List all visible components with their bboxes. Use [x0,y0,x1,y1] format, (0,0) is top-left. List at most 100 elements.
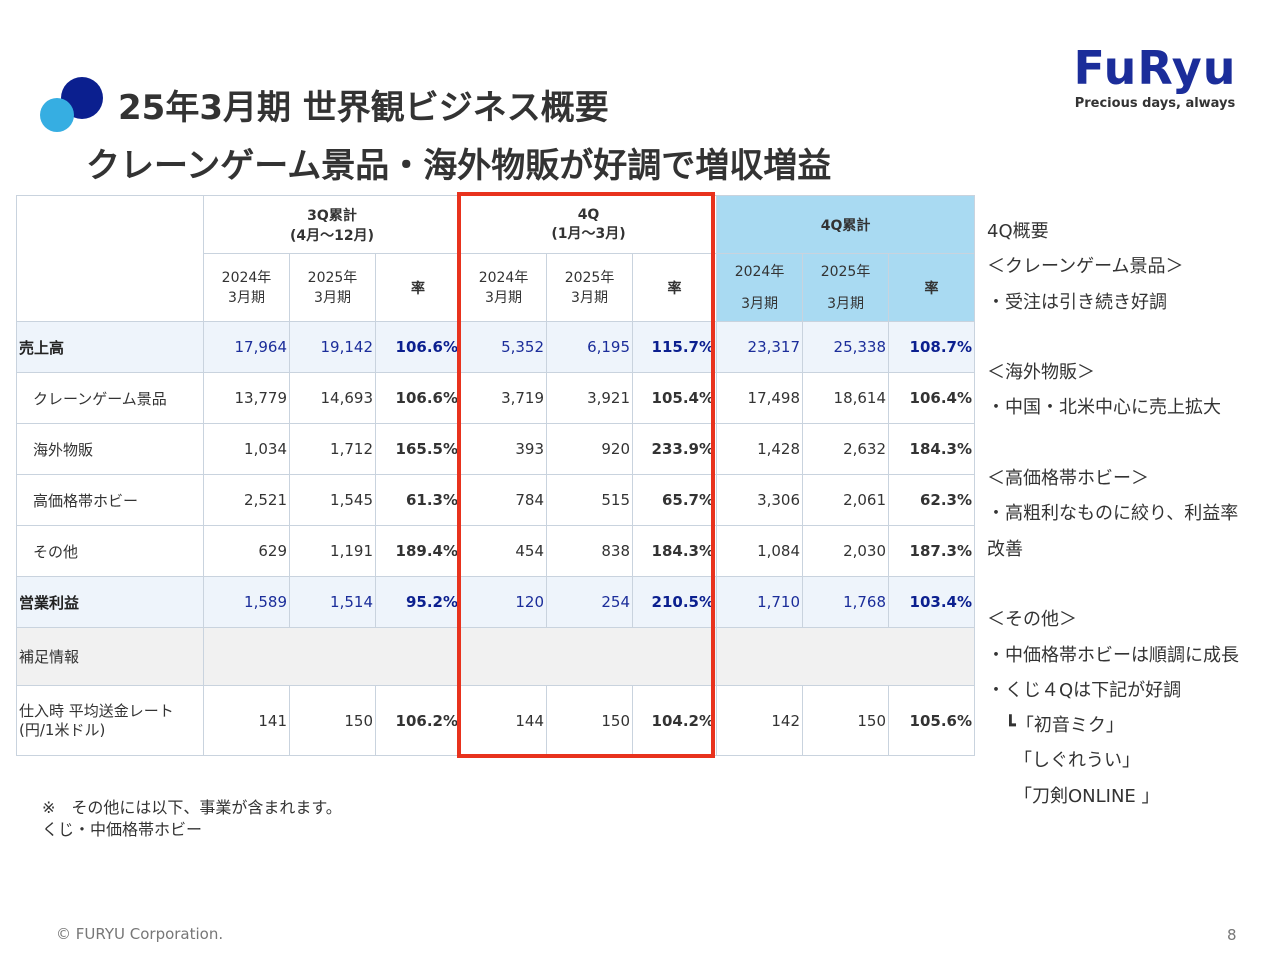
group-sub: (4月〜12月) [289,227,375,244]
cell: 1,712 [289,423,376,475]
cell: 1,545 [289,474,376,526]
cell: 1,768 [802,576,890,628]
side-line: 改善 [987,538,1023,560]
cell: 19,142 [289,321,376,373]
cell: 3,306 [716,474,804,526]
row-label: 売上高 [16,321,204,373]
side-line: ＜クレーンゲーム景品＞ [987,256,1184,278]
table-row: その他 629 1,191 189.4% 454 838 184.3% 1,08… [16,525,976,577]
cell-empty [202,627,462,686]
cell: 1,589 [203,576,290,628]
cell: 2,521 [203,474,290,526]
col-header-2024: 2024年 3月期 [716,253,804,322]
cell: 254 [546,576,634,628]
copyright: © FURYU Corporation. [56,925,224,943]
side-line: ・中国・北米中心に売上拡大 [987,397,1221,419]
cell: 150 [546,685,634,756]
cell: 17,498 [716,372,804,424]
cell: 629 [203,525,290,577]
cell: 1,514 [289,576,376,628]
cell: 1,428 [716,423,804,475]
cell: 454 [460,525,548,577]
footnote-line: くじ・中価格帯ホビー [42,820,203,839]
side-line: ┗「初音ミク」 [987,715,1124,737]
cell: 838 [546,525,634,577]
cell: 120 [460,576,548,628]
page-subtitle: クレーンゲーム景品・海外物販が好調で増収増益 [86,146,832,186]
cell: 141 [203,685,290,756]
cell-rate: 233.9% [632,423,718,475]
col-header-rate: 率 [632,253,718,322]
logo-tagline: Precious days, always [1074,96,1236,111]
side-line: 「刀剣ONLINE 」 [987,785,1160,807]
cell: 1,034 [203,423,290,475]
cell: 1,191 [289,525,376,577]
cell-rate: 210.5% [632,576,718,628]
cell: 150 [289,685,376,756]
cell-rate: 105.4% [632,372,718,424]
side-line [987,426,1239,461]
cell-rate: 62.3% [888,474,976,526]
footnote: ※ その他には以下、事業が含まれます。 くじ・中価格帯ホビー [42,797,342,841]
row-label: 仕入時 平均送金レート (円/1米ドル) [16,685,204,756]
cell-empty [460,627,718,686]
cell: 144 [460,685,548,756]
table-row: 海外物販 1,034 1,712 165.5% 393 920 233.9% 1… [16,423,976,475]
side-heading: 4Q概要 [987,221,1049,242]
cell: 2,061 [802,474,890,526]
cell-rate: 165.5% [374,423,462,475]
cell-rate: 95.2% [374,576,462,628]
side-line: ・受注は引き続き好調 [987,291,1167,313]
cell: 150 [802,685,890,756]
cell: 3,921 [546,372,634,424]
cell: 3,719 [460,372,548,424]
cell-rate: 184.3% [632,525,718,577]
cell-rate: 106.6% [374,321,462,373]
cell-rate: 106.2% [374,685,462,756]
table-row: 補足情報 [16,627,976,686]
cell: 6,195 [546,321,634,373]
side-line: ＜その他＞ [987,609,1077,631]
cell-rate: 184.3% [888,423,976,475]
cell-rate: 65.7% [632,474,718,526]
cell-rate: 61.3% [374,474,462,526]
col-header-rate: 率 [374,253,462,322]
cell-rate: 103.4% [888,576,976,628]
cell: 25,338 [802,321,890,373]
cell: 1,084 [716,525,804,577]
cell: 23,317 [716,321,804,373]
cell: 14,693 [289,372,376,424]
row-label: その他 [16,525,204,577]
title-dot-small [40,98,74,132]
cell: 2,030 [802,525,890,577]
row-label-line: (円/1米ドル) [19,720,106,739]
table-row: クレーンゲーム景品 13,779 14,693 106.6% 3,719 3,9… [16,372,976,424]
cell: 784 [460,474,548,526]
furyu-logo: FuRyu Precious days, always [1060,42,1250,111]
side-line: 「しぐれうい」 [987,750,1140,772]
page-title: 25年3月期 世界観ビジネス概要 [118,88,609,128]
group-header-4q: 4Q (1月〜3月) [460,195,718,254]
cell-rate: 189.4% [374,525,462,577]
cell: 393 [460,423,548,475]
cell-rate: 104.2% [632,685,718,756]
cell: 5,352 [460,321,548,373]
side-line: ＜海外物販＞ [987,362,1095,384]
cell: 18,614 [802,372,890,424]
cell-rate: 108.7% [888,321,976,373]
row-label: 営業利益 [16,576,204,628]
group-title: 3Q累計 [307,207,357,224]
col-header-2025: 2025年 3月期 [546,253,634,322]
group-title: 4Q累計 [820,217,871,234]
logo-mark: FuRyu [1073,41,1237,95]
group-sub: (1月〜3月) [551,225,626,242]
cell-rate: 187.3% [888,525,976,577]
financial-table: 3Q累計 (4月〜12月) 4Q (1月〜3月) 4Q累計 2024年 3月期 2… [16,195,976,756]
side-notes: 4Q概要 ＜クレーンゲーム景品＞ ・受注は引き続き好調 ＜海外物販＞ ・中国・北… [987,214,1239,814]
cell: 515 [546,474,634,526]
side-line: ＜高価格帯ホビー＞ [987,468,1149,490]
corner-cell [16,195,204,322]
side-line: ・高粗利なものに絞り、利益率 [987,503,1239,525]
group-title: 4Q [577,206,600,223]
group-header-4q-cumulative: 4Q累計 [716,195,976,254]
